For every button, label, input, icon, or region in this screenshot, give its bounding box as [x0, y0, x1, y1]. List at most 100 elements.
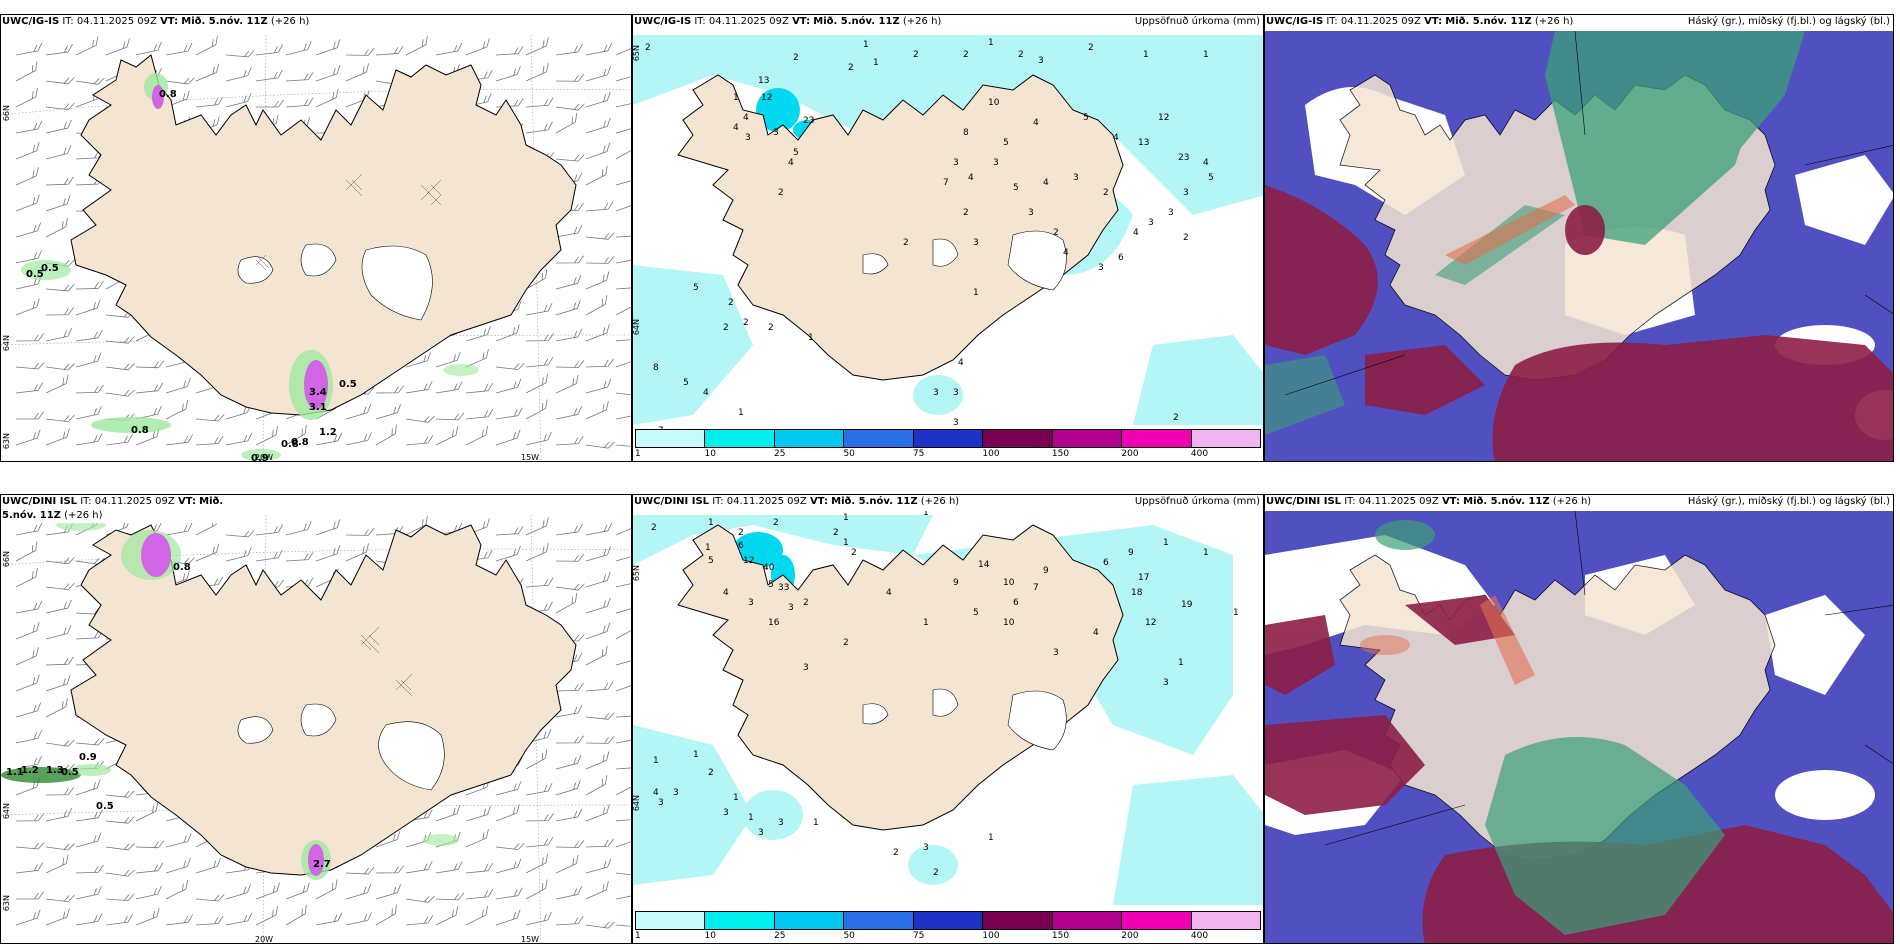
wind-barb: [585, 622, 611, 640]
wind-barb: [45, 808, 72, 822]
wind-barb: [75, 832, 102, 848]
hatched-areas: [360, 626, 413, 697]
wind-barb: [165, 377, 191, 394]
wind-barb: [15, 167, 39, 186]
colorbar-swatch: [636, 912, 706, 929]
wind-barb: [315, 912, 343, 926]
wind-barb: [75, 779, 101, 796]
wind-barb: [15, 120, 43, 134]
wind-barb: [165, 833, 192, 848]
svg-text:3: 3: [923, 843, 929, 853]
wind-barb: [525, 836, 554, 848]
wind-barb: [525, 543, 549, 562]
wind-barb: [615, 439, 631, 448]
wind-barb: [525, 374, 548, 394]
panel-precip-bottom: UWC/DINI ISL IT: 04.11.2025 09Z VT: Mið.…: [632, 494, 1264, 944]
lon-label-20: 20W: [255, 453, 274, 462]
svg-text:1: 1: [1143, 50, 1149, 60]
svg-text:1: 1: [843, 513, 849, 523]
svg-text:3: 3: [788, 603, 794, 613]
svg-text:1: 1: [1203, 548, 1209, 558]
colorbar-swatch: [774, 912, 845, 929]
wind-barb: [15, 522, 43, 536]
svg-text:13: 13: [758, 76, 769, 86]
wind-barb: [615, 573, 631, 588]
wind-barb: [585, 736, 615, 744]
wind-barb: [15, 909, 41, 926]
colorbar-tick: 400: [1190, 449, 1209, 459]
colorbar-swatch: [1052, 912, 1123, 929]
wind-barb: [135, 907, 160, 926]
svg-text:1: 1: [738, 408, 744, 418]
wind-barb: [15, 813, 44, 822]
wind-barb: [615, 93, 631, 108]
wind-barb: [585, 751, 610, 770]
svg-text:4: 4: [788, 158, 794, 168]
svg-text:9: 9: [1128, 548, 1134, 558]
wind-barb: [165, 42, 193, 56]
svg-text:1: 1: [988, 833, 994, 843]
wind-barb: [495, 65, 521, 82]
svg-text:4: 4: [733, 123, 739, 133]
wind-barb: [105, 869, 135, 877]
wind-barb: [165, 857, 191, 874]
wind-barb: [285, 521, 312, 536]
svg-text:1: 1: [843, 538, 849, 548]
wind-barb: [585, 838, 614, 848]
svg-text:3.4: 3.4: [309, 387, 327, 398]
svg-text:5: 5: [768, 580, 774, 590]
svg-text:0.5: 0.5: [96, 801, 114, 812]
wind-barb: [15, 755, 42, 770]
wind-barb: [105, 914, 133, 926]
high-cloud-band: [1375, 520, 1725, 935]
wind-barb: [525, 517, 549, 536]
wind-barb: [15, 141, 40, 160]
wind-barb: [255, 426, 278, 446]
svg-text:3.1: 3.1: [309, 402, 327, 413]
wind-barb: [585, 42, 613, 56]
wind-barb: [45, 217, 68, 238]
colorbar-swatch: [983, 430, 1053, 447]
lat-label-64: 64N: [2, 335, 11, 352]
svg-text:4: 4: [1063, 248, 1069, 258]
wind-barb: [195, 435, 224, 446]
svg-text:1.2: 1.2: [319, 427, 337, 438]
wind-barb: [75, 77, 105, 85]
lat-label-64: 64N: [632, 319, 641, 336]
p4-value-labels: 0.9 1.2 1.3 1.1 0.5 0.5 2.7 0.8: [6, 562, 331, 870]
svg-text:1: 1: [748, 813, 754, 823]
wind-map: 0.8 0.5 0.5 0.5 0.8 3.4 3.1 1.2 0.8 0.9 …: [1, 15, 631, 461]
svg-text:4: 4: [1093, 628, 1099, 638]
wind-barb: [495, 362, 525, 370]
wind-barb: [45, 787, 74, 796]
wind-barb: [135, 360, 165, 369]
svg-text:1: 1: [813, 818, 819, 828]
wind-barb: [555, 523, 583, 536]
wind-barb: [225, 49, 255, 58]
wind-barb: [165, 434, 194, 446]
svg-text:2: 2: [843, 638, 849, 648]
wind-barb: [615, 546, 631, 562]
wind-barb: [585, 804, 610, 822]
lat-label-66: 66N: [2, 551, 11, 568]
svg-text:14: 14: [978, 560, 990, 570]
wind-barb: [165, 880, 188, 900]
wind-barb: [555, 735, 585, 744]
wind-barb: [75, 864, 104, 874]
colorbar-tick: 50: [843, 449, 855, 459]
svg-text:0.8: 0.8: [291, 437, 309, 448]
wind-barb: [75, 913, 103, 926]
wind-barb: [45, 374, 69, 394]
svg-text:1: 1: [873, 58, 879, 68]
wind-barb: [45, 119, 72, 134]
colorbar-swatch: [844, 912, 914, 929]
wind-barb: [585, 232, 615, 240]
wind-barb: [465, 829, 489, 848]
svg-text:2: 2: [963, 50, 969, 60]
wind-barb: [255, 44, 284, 56]
svg-text:2: 2: [645, 43, 651, 53]
wind-barb: [375, 45, 404, 56]
wind-barb: [45, 176, 74, 186]
wind-barb: [555, 299, 581, 316]
wind-barb: [435, 412, 465, 421]
